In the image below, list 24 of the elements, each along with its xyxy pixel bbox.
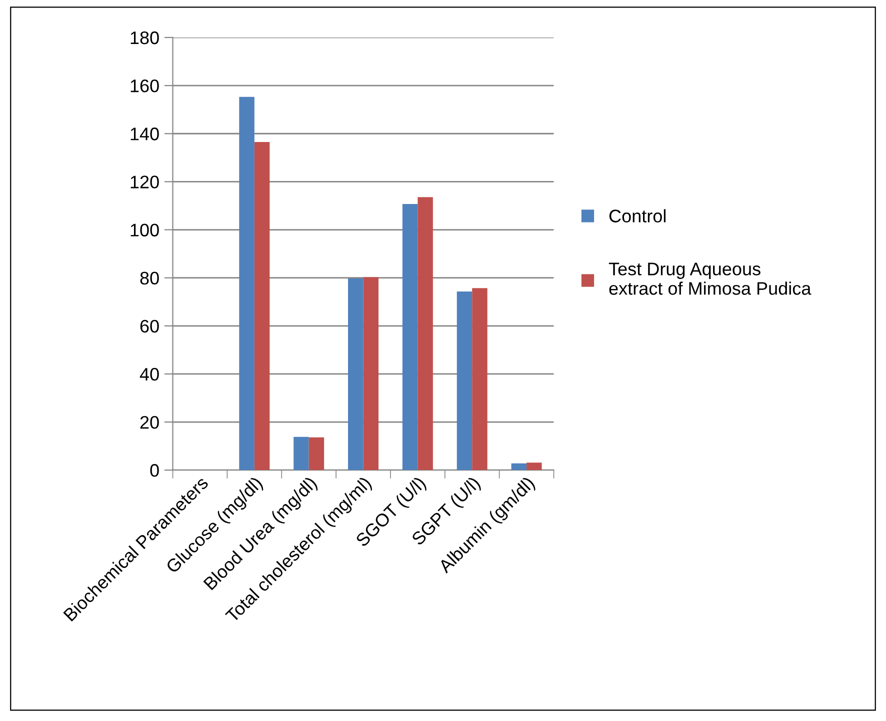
y-tick-label: 40 (140, 368, 159, 381)
bar (363, 277, 378, 470)
y-tick-label: 160 (130, 79, 159, 92)
y-tick-label: 180 (130, 31, 159, 44)
bar (472, 288, 488, 470)
y-tick-label: 0 (150, 464, 159, 477)
y-tick-label: 60 (140, 320, 159, 333)
y-tick-label: 120 (130, 176, 159, 188)
y-tick-label: 80 (140, 272, 159, 285)
bar (526, 462, 542, 470)
bar (418, 197, 433, 470)
bar (308, 437, 324, 470)
bar (402, 204, 418, 470)
y-tick-label: 140 (130, 128, 159, 140)
bar (294, 436, 309, 470)
bar (348, 278, 364, 470)
legend-label: Test Drug Aqueous extract of Mimosa Pudica (608, 262, 812, 295)
bar (456, 292, 472, 470)
bar (239, 96, 254, 470)
y-tick-label: 20 (140, 416, 159, 429)
y-tick-label: 100 (130, 224, 159, 236)
bar (254, 142, 270, 470)
legend-label: Control (609, 209, 666, 222)
bar (511, 463, 527, 470)
